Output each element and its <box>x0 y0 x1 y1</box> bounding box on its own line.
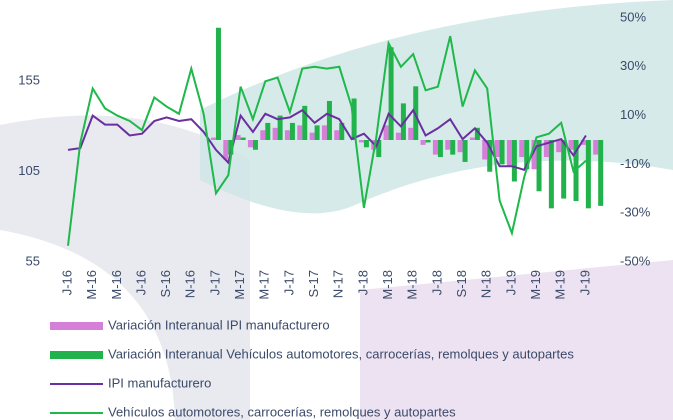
x-tick-label: M-17 <box>257 270 272 300</box>
y2-tick-label: -10% <box>620 156 651 171</box>
x-tick-label: S-16 <box>158 270 173 297</box>
bar <box>549 140 554 208</box>
bar <box>216 28 221 140</box>
bar <box>396 133 401 140</box>
x-tick-label: M-16 <box>84 270 99 300</box>
x-tick-label: N-16 <box>183 270 198 298</box>
bar <box>458 140 463 152</box>
x-tick-label: J-19 <box>577 270 592 295</box>
x-tick-label: J-17 <box>281 270 296 295</box>
y2-tick-label: 50% <box>620 9 646 24</box>
bar <box>507 140 512 167</box>
legend-label: Vehículos automotores, carrocerías, remo… <box>108 404 456 419</box>
bar <box>519 140 524 157</box>
y-tick-label: 155 <box>18 73 40 88</box>
x-tick-label: M-18 <box>405 270 420 300</box>
bar <box>598 140 603 206</box>
x-tick-label: M-18 <box>380 270 395 300</box>
x-tick-label: S-18 <box>454 270 469 297</box>
bar <box>389 47 394 140</box>
x-tick-label: M-19 <box>528 270 543 300</box>
bar <box>364 140 369 147</box>
bar <box>359 140 364 142</box>
bar <box>426 140 431 142</box>
bar <box>450 140 455 155</box>
bar <box>408 128 413 140</box>
legend-label: Variación Interanual Vehículos automotor… <box>108 346 574 361</box>
bar <box>290 123 295 140</box>
bar <box>248 140 253 147</box>
bar <box>265 123 270 140</box>
x-tick-label: J-17 <box>207 270 222 295</box>
bar <box>223 140 228 160</box>
x-tick-label: M-17 <box>232 270 247 300</box>
legend-swatch <box>50 322 103 330</box>
y2-tick-label: -30% <box>620 205 651 220</box>
bar <box>297 125 302 140</box>
y2-tick-label: -50% <box>620 253 651 268</box>
bar <box>260 130 265 140</box>
bar <box>561 140 566 199</box>
y2-tick-label: 30% <box>620 58 646 73</box>
x-tick-label: M-19 <box>553 270 568 300</box>
bar <box>334 130 339 140</box>
bar <box>556 140 561 152</box>
bar <box>253 140 258 150</box>
y-tick-label: 105 <box>18 163 40 178</box>
x-tick-label: J-18 <box>429 270 444 295</box>
bar <box>470 138 475 140</box>
bar <box>537 140 542 191</box>
bar <box>310 133 315 140</box>
x-tick-label: N-17 <box>331 270 346 298</box>
y-tick-label: 55 <box>26 253 40 268</box>
bar <box>421 140 426 145</box>
x-tick-label: M-16 <box>109 270 124 300</box>
chart: 55 105 155 -50% -30% -10% 10% 30% 50% J-16 M-16 M-1… <box>0 0 673 420</box>
bar <box>512 140 517 181</box>
x-tick-label: J-16 <box>133 270 148 295</box>
bar <box>241 138 246 140</box>
bar <box>438 140 443 157</box>
legend-label: IPI manufacturero <box>108 375 211 390</box>
y2-tick-label: 10% <box>620 107 646 122</box>
bar <box>211 138 216 140</box>
bar <box>327 101 332 140</box>
bar <box>593 140 598 155</box>
x-tick-label: N-18 <box>479 270 494 298</box>
x-tick-label: J-19 <box>503 270 518 295</box>
x-tick-label: J-18 <box>355 270 370 295</box>
bar <box>315 125 320 140</box>
bar <box>586 140 591 208</box>
bar <box>236 135 241 140</box>
bar <box>285 130 290 140</box>
bar <box>463 140 468 162</box>
bar <box>445 140 450 150</box>
legend-swatch <box>50 351 103 359</box>
bar <box>500 140 505 164</box>
x-tick-label: S-17 <box>306 270 321 297</box>
bar <box>273 128 278 140</box>
legend-label: Variación Interanual IPI manufacturero <box>108 317 330 332</box>
bar <box>322 125 327 140</box>
bar <box>433 140 438 155</box>
x-tick-label: J-16 <box>59 270 74 295</box>
